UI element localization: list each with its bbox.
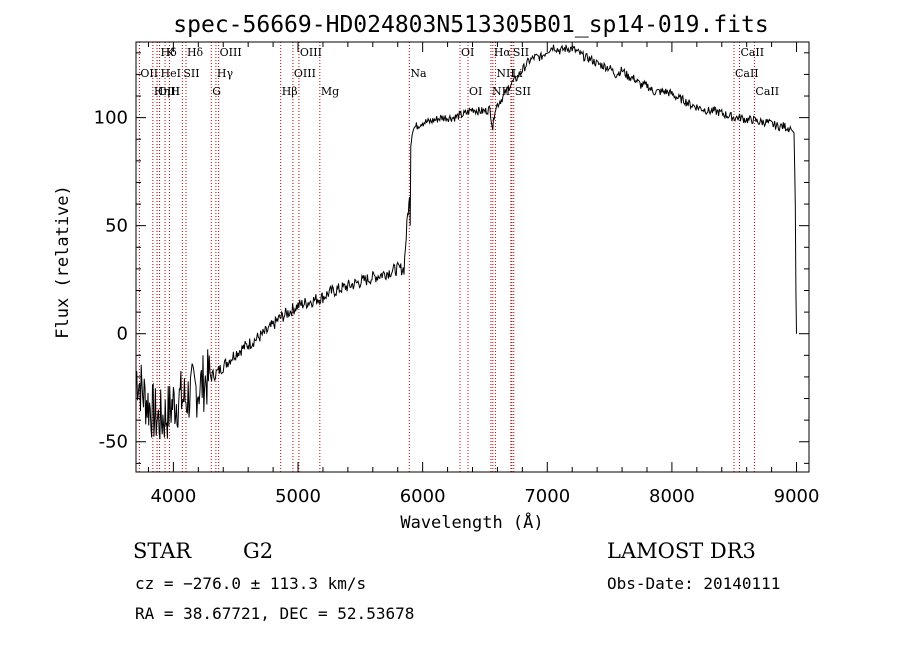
emission-line-label: Li [512, 67, 523, 80]
emission-line-label: Hβ [282, 85, 298, 98]
y-tick-label: -50 [99, 432, 128, 453]
emission-line-label: Hδ [161, 46, 178, 59]
x-axis-label: Wavelength (Å) [400, 511, 543, 533]
emission-line-label: Hγ [217, 67, 234, 80]
x-tick-label: 4000 [150, 486, 196, 507]
survey-name: LAMOST DR3 [607, 539, 756, 563]
emission-line-label: Mg [321, 85, 339, 98]
x-tick-label: 9000 [774, 486, 820, 507]
emission-line-label: HeI [161, 67, 181, 80]
emission-line-label: CaII [735, 67, 759, 80]
emission-line-label: SII [515, 85, 531, 98]
emission-line-label: OII [140, 67, 158, 80]
emission-line-label: Hα [494, 46, 512, 59]
emission-line-label: K [166, 46, 175, 59]
chart-title: spec-56669-HD024803N513305B01_sp14-019.f… [173, 12, 768, 38]
plot-frame [135, 41, 810, 473]
emission-line-label: OI [461, 46, 474, 59]
emission-line-label: H [170, 85, 180, 98]
spectral-subclass: G2 [243, 539, 273, 563]
ra-dec-coords: RA = 38.67721, DEC = 52.53678 [135, 604, 414, 623]
emission-line-label: Hη [154, 85, 170, 98]
emission-line-label: NII [492, 85, 510, 98]
emission-line-label: Na [410, 67, 427, 80]
x-tick-label: 8000 [649, 486, 695, 507]
emission-line-label: G [212, 85, 221, 98]
x-tick-label: 7000 [524, 486, 570, 507]
x-tick-label: 5000 [275, 486, 321, 507]
emission-line-markers [138, 42, 755, 472]
emission-line-label: SII [513, 46, 529, 59]
emission-line-label: OIII [220, 46, 242, 59]
emission-line-label: OIII [294, 67, 316, 80]
y-tick-label: 50 [105, 216, 128, 237]
emission-line-label: Hδ [187, 46, 204, 59]
y-axis-label: Flux (relative) [53, 185, 73, 339]
emission-line-label: CaII [740, 46, 764, 59]
object-type: STAR [133, 539, 192, 563]
redshift-cz: cz = −276.0 ± 113.3 km/s [135, 574, 366, 593]
obs-date: Obs-Date: 20140111 [607, 574, 780, 593]
y-tick-label: 100 [94, 108, 128, 129]
y-tick-label: 0 [117, 324, 128, 345]
spectrum-series [135, 44, 797, 440]
emission-line-label: SII [183, 67, 199, 80]
y-axis-ticks: -50 0 50 100 [94, 52, 809, 464]
x-tick-label: 6000 [400, 486, 446, 507]
spectrum-line [135, 44, 797, 440]
emission-line-label: OIII [300, 46, 322, 59]
emission-line-label: NII [496, 67, 514, 80]
emission-line-label: CaII [755, 85, 779, 98]
emission-line-label: OI [469, 85, 482, 98]
emission-line-label: OIII [158, 85, 180, 98]
x-axis-ticks: 4000 5000 6000 7000 8000 9000 [147, 42, 820, 507]
